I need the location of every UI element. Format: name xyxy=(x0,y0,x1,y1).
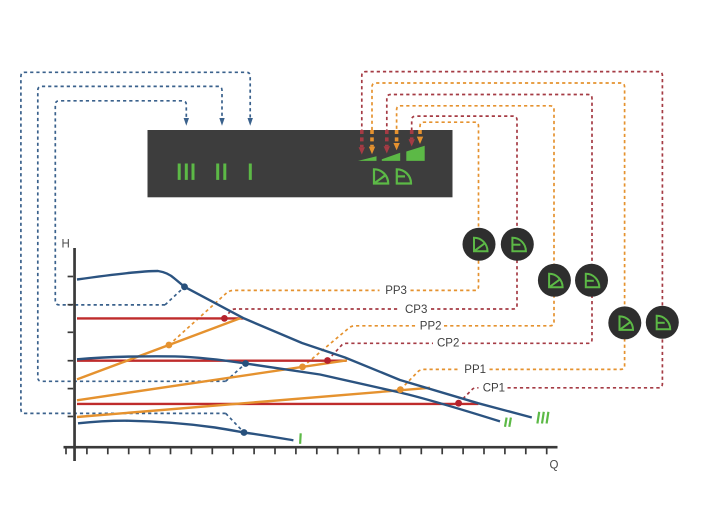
svg-text:PP2: PP2 xyxy=(420,321,442,333)
svg-text:CP1: CP1 xyxy=(483,383,505,395)
svg-text:H: H xyxy=(62,238,70,250)
svg-text:PP3: PP3 xyxy=(385,285,407,297)
svg-text:CP3: CP3 xyxy=(405,304,427,316)
svg-text:CP2: CP2 xyxy=(437,338,459,350)
svg-text:Q: Q xyxy=(550,459,559,471)
svg-text:PP1: PP1 xyxy=(464,364,486,376)
